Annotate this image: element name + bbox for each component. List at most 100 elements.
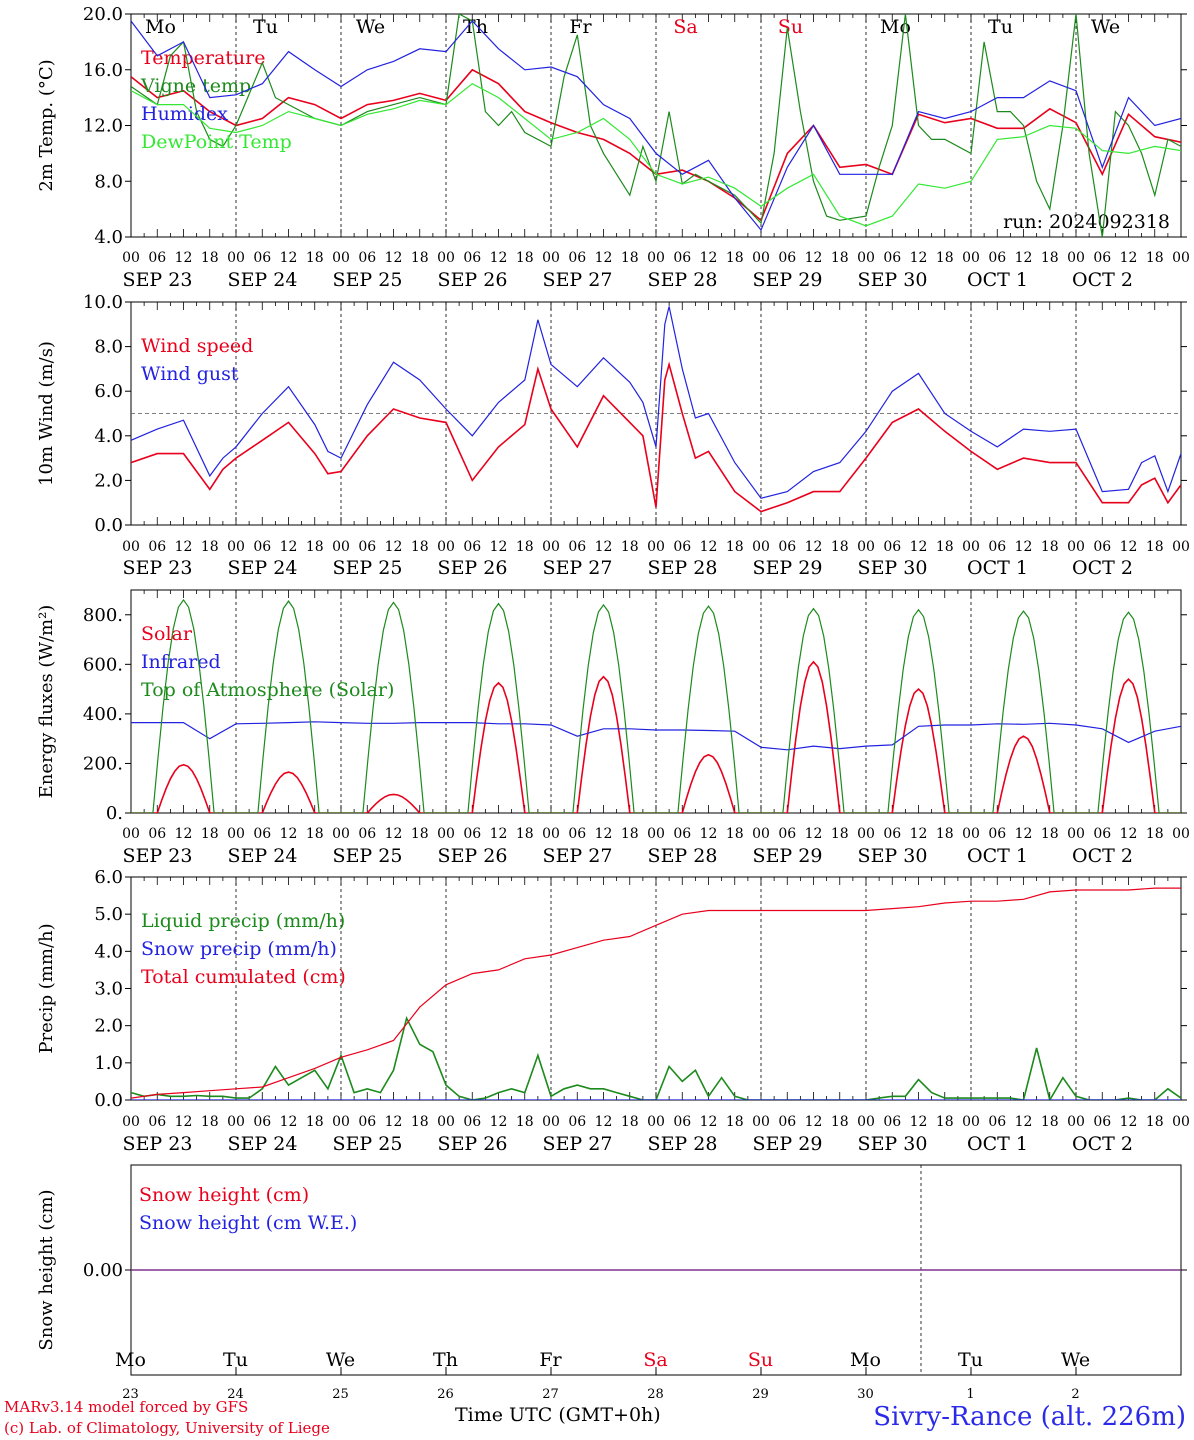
x-hour-label: 12 <box>1015 539 1033 555</box>
x-hour-label: 06 <box>358 826 376 842</box>
x-hour-label: 18 <box>1146 826 1164 842</box>
y-tick-label: 1.0 <box>94 1053 123 1074</box>
legend-entry: Snow height (cm) <box>139 1184 309 1206</box>
legend-entry: DewPoint Temp <box>141 131 292 153</box>
x-hour-label: 12 <box>910 250 928 266</box>
series-solar <box>131 660 1181 813</box>
y-axis-title: 2m Temp. (°C) <box>36 59 57 191</box>
x-hour-label: 18 <box>411 826 429 842</box>
x-hour-label: 06 <box>463 539 481 555</box>
x-hour-label: 12 <box>175 250 193 266</box>
x-hour-label: 00 <box>227 539 245 555</box>
x-hour-label: 06 <box>778 826 796 842</box>
x-day-label: SEP 26 <box>438 269 508 291</box>
x-day-label: OCT 2 <box>1072 269 1133 291</box>
x-hour-label: 00 <box>122 250 140 266</box>
series-humidex <box>131 20 1181 232</box>
x-hour-label: 00 <box>1172 1114 1190 1130</box>
x-hour-label: 18 <box>516 1114 534 1130</box>
x-hour-label: 18 <box>1041 1114 1059 1130</box>
x-day-label: OCT 1 <box>967 1133 1028 1155</box>
x-hour-label: 12 <box>700 250 718 266</box>
x-hour-label: 18 <box>201 826 219 842</box>
x-hour-label: 06 <box>148 250 166 266</box>
x-hour-label: 06 <box>463 826 481 842</box>
x-hour-label: 12 <box>490 250 508 266</box>
x-hour-label: 06 <box>673 1114 691 1130</box>
x-hour-label: 18 <box>1041 250 1059 266</box>
x-hour-label: 12 <box>910 539 928 555</box>
x-hour-label: 18 <box>306 1114 324 1130</box>
x-hour-label: 06 <box>463 1114 481 1130</box>
x-hour-label: 00 <box>122 826 140 842</box>
x-hour-label: 00 <box>542 539 560 555</box>
weekday-label: Fr <box>569 16 592 38</box>
y-tick-label: 20.0 <box>83 4 123 25</box>
y-tick-label: 8.0 <box>94 337 123 358</box>
day-number-label: 27 <box>542 1387 559 1402</box>
x-hour-label: 06 <box>253 250 271 266</box>
x-hour-label: 06 <box>253 1114 271 1130</box>
x-day-label: SEP 24 <box>228 269 298 291</box>
x-hour-label: 12 <box>280 1114 298 1130</box>
x-hour-label: 06 <box>883 1114 901 1130</box>
x-day-label: SEP 28 <box>648 269 718 291</box>
x-hour-label: 18 <box>726 250 744 266</box>
x-hour-label: 18 <box>411 1114 429 1130</box>
y-tick-label: 3.0 <box>94 979 123 1000</box>
x-hour-label: 06 <box>253 826 271 842</box>
x-hour-label: 18 <box>936 539 954 555</box>
x-day-label: OCT 1 <box>967 269 1028 291</box>
x-hour-label: 12 <box>1120 539 1138 555</box>
x-day-label: SEP 28 <box>648 845 718 867</box>
x-day-label: SEP 29 <box>753 557 823 579</box>
weekday-label: Tu <box>988 16 1013 38</box>
x-day-label: OCT 1 <box>967 845 1028 867</box>
weekday-label: Th <box>433 1349 458 1371</box>
x-hour-label: 12 <box>175 539 193 555</box>
x-hour-label: 00 <box>752 1114 770 1130</box>
x-hour-label: 00 <box>857 826 875 842</box>
x-day-label: SEP 27 <box>543 1133 613 1155</box>
x-day-label: SEP 23 <box>123 845 193 867</box>
weekday-label: Th <box>463 16 488 38</box>
x-hour-label: 00 <box>332 1114 350 1130</box>
legend-entry: Total cumulated (cm) <box>141 966 346 988</box>
y-tick-label: 10.0 <box>83 292 123 313</box>
x-hour-label: 06 <box>148 539 166 555</box>
weekday-label: Mo <box>850 1349 881 1371</box>
x-hour-label: 18 <box>936 1114 954 1130</box>
weekday-label: Tu <box>958 1349 983 1371</box>
x-hour-label: 12 <box>1015 826 1033 842</box>
x-hour-label: 00 <box>332 826 350 842</box>
x-hour-label: 12 <box>910 826 928 842</box>
x-hour-label: 12 <box>595 250 613 266</box>
y-tick-label: 16.0 <box>83 60 123 81</box>
x-hour-label: 18 <box>1146 539 1164 555</box>
x-hour-label: 00 <box>542 250 560 266</box>
x-hour-label: 00 <box>122 1114 140 1130</box>
x-hour-label: 12 <box>385 826 403 842</box>
x-day-label: SEP 26 <box>438 1133 508 1155</box>
series-wind-speed <box>131 361 1181 513</box>
credit-line-1: MARv3.14 model forced by GFS <box>4 1398 249 1416</box>
x-hour-label: 06 <box>253 539 271 555</box>
x-hour-label: 00 <box>542 1114 560 1130</box>
x-hour-label: 12 <box>1015 1114 1033 1130</box>
legend-entry: Humidex <box>141 103 228 125</box>
x-hour-label: 00 <box>1067 1114 1085 1130</box>
series-wind-gust <box>131 306 1181 499</box>
series-total-cumulated-cm <box>131 887 1181 1099</box>
x-day-label: SEP 28 <box>648 1133 718 1155</box>
x-hour-label: 18 <box>201 250 219 266</box>
x-hour-label: 00 <box>962 826 980 842</box>
x-day-label: SEP 30 <box>858 845 928 867</box>
series-dewpoint-temp <box>131 82 1181 227</box>
x-hour-label: 06 <box>358 1114 376 1130</box>
y-tick-label: 0.0 <box>94 1090 123 1111</box>
x-day-label: SEP 30 <box>858 1133 928 1155</box>
y-tick-label: 0.00 <box>83 1260 123 1281</box>
x-hour-label: 18 <box>831 250 849 266</box>
x-hour-label: 06 <box>568 250 586 266</box>
x-hour-label: 18 <box>1146 250 1164 266</box>
